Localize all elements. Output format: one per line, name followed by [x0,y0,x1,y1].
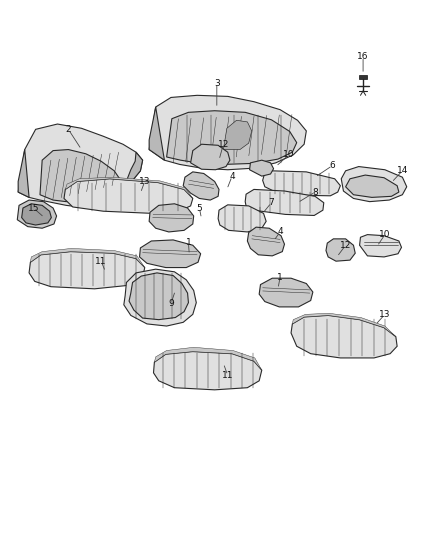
Polygon shape [359,75,367,79]
Text: 4: 4 [229,172,235,181]
Text: 6: 6 [330,161,336,170]
Text: 7: 7 [268,198,274,207]
Text: 9: 9 [168,299,174,308]
Polygon shape [223,120,252,150]
Polygon shape [17,200,57,228]
Polygon shape [360,235,402,257]
Polygon shape [40,150,121,201]
Text: 10: 10 [379,230,391,239]
Polygon shape [183,172,219,200]
Polygon shape [21,204,51,225]
Text: 12: 12 [218,140,229,149]
Polygon shape [247,227,285,256]
Text: 12: 12 [340,241,351,250]
Polygon shape [140,240,201,268]
Polygon shape [153,352,262,390]
Text: 11: 11 [222,371,233,380]
Text: 2: 2 [66,125,71,134]
Text: 15: 15 [28,204,39,213]
Text: 1: 1 [277,273,283,281]
Polygon shape [326,239,355,261]
Polygon shape [149,204,194,232]
Polygon shape [341,166,407,201]
Text: 10: 10 [283,150,295,159]
Polygon shape [29,252,145,289]
Polygon shape [154,348,262,370]
Polygon shape [124,269,196,326]
Text: 5: 5 [197,204,202,213]
Text: 3: 3 [214,78,220,87]
Text: 13: 13 [379,310,391,319]
Polygon shape [149,95,306,169]
Polygon shape [64,179,193,213]
Polygon shape [191,144,230,169]
Text: 13: 13 [139,177,151,186]
Polygon shape [346,175,399,197]
Text: 4: 4 [277,228,283,237]
Polygon shape [166,111,297,165]
Polygon shape [30,248,145,268]
Polygon shape [292,313,396,337]
Polygon shape [149,107,164,160]
Polygon shape [18,150,29,197]
Polygon shape [18,124,143,207]
Polygon shape [259,278,313,307]
Polygon shape [218,205,266,232]
Text: 14: 14 [397,166,408,175]
Polygon shape [129,273,188,320]
Text: 16: 16 [357,52,369,61]
Polygon shape [250,160,274,176]
Polygon shape [65,177,193,198]
Polygon shape [291,316,397,358]
Polygon shape [127,152,143,181]
Text: 11: 11 [95,257,107,265]
Text: 1: 1 [186,238,191,247]
Polygon shape [263,171,340,196]
Polygon shape [245,189,324,215]
Text: 8: 8 [312,188,318,197]
